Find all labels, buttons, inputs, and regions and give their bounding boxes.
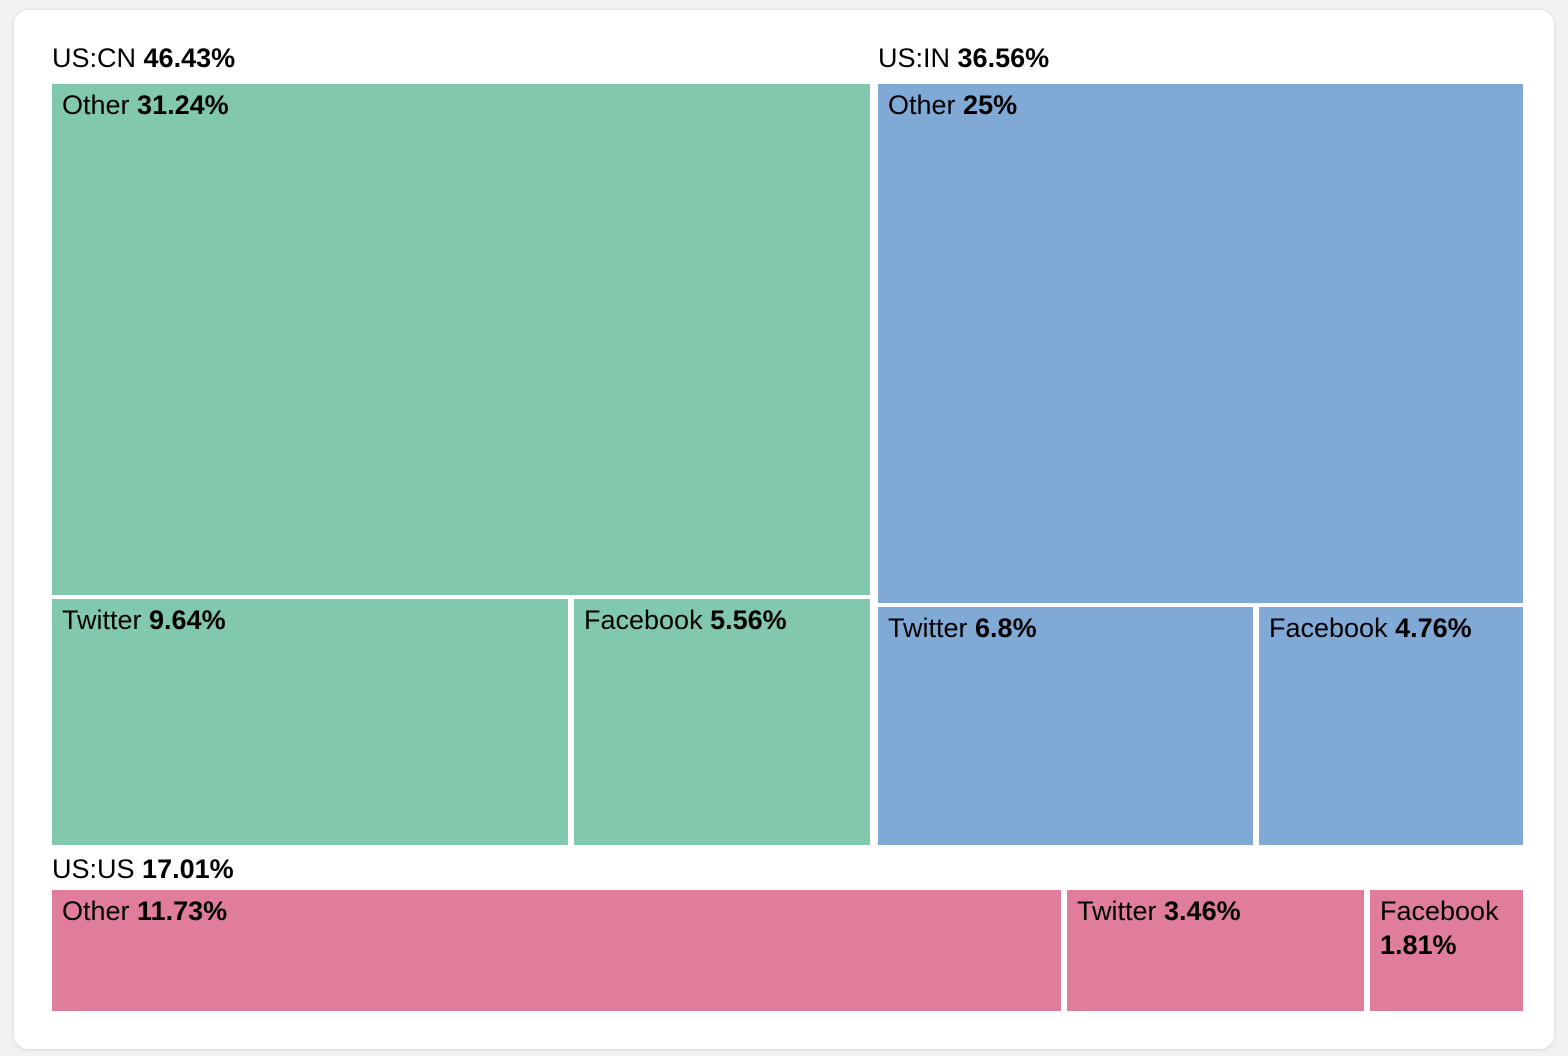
block-label: Facebook [1269, 613, 1388, 643]
block-label: Twitter [888, 613, 968, 643]
treemap-block-us-us-other[interactable]: Other 11.73% [52, 890, 1061, 1011]
block-label: Facebook [1380, 896, 1499, 926]
block-value: 6.8% [975, 613, 1037, 643]
treemap-block-us-cn-other[interactable]: Other 31.24% [52, 84, 870, 595]
group-label: US:IN [878, 43, 951, 73]
group-label: US:CN [52, 43, 137, 73]
group-value: 17.01% [142, 854, 234, 884]
group-value: 36.56% [957, 43, 1050, 73]
block-label: Facebook [584, 605, 703, 635]
block-value: 31.24% [137, 90, 229, 120]
block-value: 25% [963, 90, 1018, 120]
block-label: Twitter [1077, 896, 1157, 926]
group-header-us-cn: US:CN 46.43% [52, 42, 235, 74]
group-header-us-in: US:IN 36.56% [878, 42, 1049, 74]
treemap-block-us-cn-facebook[interactable]: Facebook 5.56% [574, 599, 870, 845]
treemap-block-us-cn-twitter[interactable]: Twitter 9.64% [52, 599, 568, 845]
block-value: 3.46% [1164, 896, 1241, 926]
group-value: 46.43% [143, 43, 236, 73]
block-value: 1.81% [1380, 930, 1457, 960]
group-header-us-us: US:US 17.01% [52, 853, 234, 885]
block-label: Other [888, 90, 956, 120]
block-value: 4.76% [1395, 613, 1472, 643]
block-label: Twitter [62, 605, 142, 635]
block-label: Other [62, 896, 130, 926]
treemap-card: US:CN 46.43% Other 31.24% Twitter 9.64% … [14, 10, 1554, 1049]
block-label: Other [62, 90, 130, 120]
block-value: 9.64% [149, 605, 226, 635]
treemap-block-us-in-facebook[interactable]: Facebook 4.76% [1259, 607, 1523, 845]
block-value: 5.56% [710, 605, 787, 635]
treemap-block-us-in-twitter[interactable]: Twitter 6.8% [878, 607, 1253, 845]
group-label: US:US [52, 854, 135, 884]
treemap-block-us-us-twitter[interactable]: Twitter 3.46% [1067, 890, 1364, 1011]
treemap-block-us-us-facebook[interactable]: Facebook 1.81% [1370, 890, 1523, 1011]
block-value: 11.73% [137, 896, 228, 926]
treemap-block-us-in-other[interactable]: Other 25% [878, 84, 1523, 603]
